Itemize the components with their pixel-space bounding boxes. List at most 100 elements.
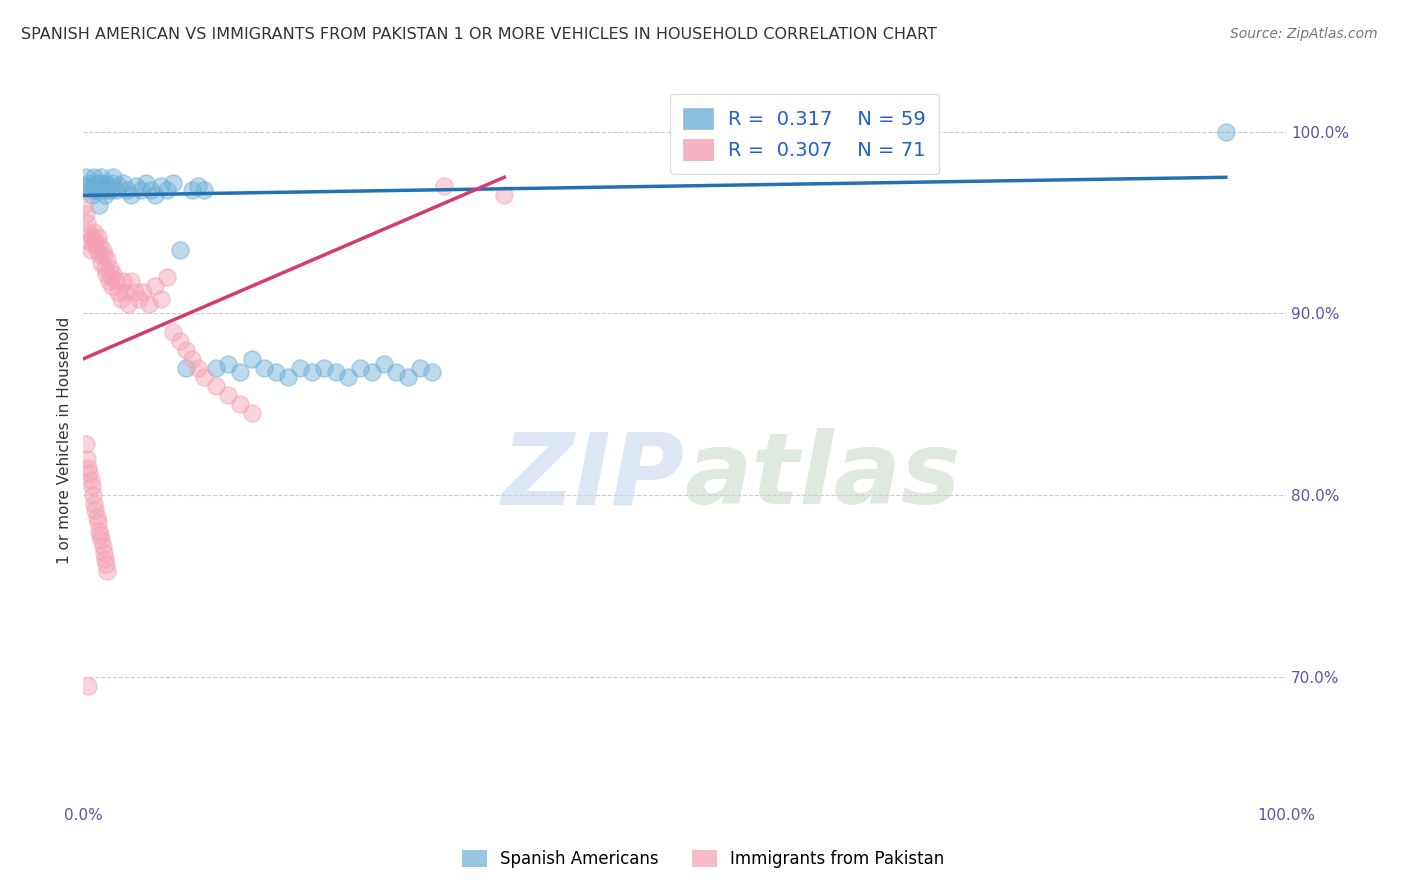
Point <box>87 237 110 252</box>
Point <box>79 234 101 248</box>
Point <box>90 170 112 185</box>
Point <box>97 274 120 288</box>
Point <box>150 179 173 194</box>
Point <box>82 488 104 502</box>
Point <box>91 539 114 553</box>
Point <box>98 183 121 197</box>
Point <box>312 360 335 375</box>
Point <box>114 285 136 299</box>
Point <box>409 360 432 375</box>
Point <box>264 365 287 379</box>
Point <box>82 237 104 252</box>
Point <box>91 243 114 257</box>
Point <box>240 351 263 366</box>
Point <box>80 230 103 244</box>
Point <box>75 206 97 220</box>
Point <box>162 176 184 190</box>
Point <box>288 360 311 375</box>
Legend: Spanish Americans, Immigrants from Pakistan: Spanish Americans, Immigrants from Pakis… <box>456 843 950 875</box>
Point <box>108 179 131 194</box>
Point <box>187 179 209 194</box>
Point <box>76 179 98 194</box>
Point <box>77 460 100 475</box>
Point <box>73 197 96 211</box>
Point <box>83 497 105 511</box>
Point <box>79 183 101 197</box>
Point <box>228 397 250 411</box>
Point <box>93 546 115 560</box>
Point <box>104 183 127 197</box>
Point <box>80 188 103 202</box>
Point <box>87 230 110 244</box>
Point <box>87 515 110 529</box>
Point <box>385 365 408 379</box>
Point <box>76 216 98 230</box>
Point <box>94 557 117 571</box>
Point <box>156 183 179 197</box>
Point <box>96 564 118 578</box>
Point <box>174 343 197 357</box>
Point <box>228 365 250 379</box>
Point <box>325 365 347 379</box>
Point <box>91 179 114 194</box>
Point <box>301 365 323 379</box>
Point <box>89 248 111 262</box>
Point <box>79 176 101 190</box>
Point <box>169 243 191 257</box>
Point <box>420 365 443 379</box>
Point <box>217 357 239 371</box>
Point <box>79 243 101 257</box>
Point <box>124 285 146 299</box>
Point <box>120 274 142 288</box>
Point <box>361 365 384 379</box>
Point <box>93 248 115 262</box>
Point <box>76 451 98 466</box>
Point <box>94 261 117 276</box>
Point <box>174 360 197 375</box>
Point <box>240 406 263 420</box>
Point <box>79 474 101 488</box>
Point <box>104 274 127 288</box>
Point <box>117 297 139 311</box>
Point <box>129 183 152 197</box>
Point <box>77 679 100 693</box>
Point <box>132 285 155 299</box>
Point <box>86 509 108 524</box>
Point <box>253 360 276 375</box>
Point <box>83 170 105 185</box>
Point <box>150 292 173 306</box>
Point <box>96 252 118 266</box>
Y-axis label: 1 or more Vehicles in Household: 1 or more Vehicles in Household <box>58 317 72 564</box>
Point <box>89 528 111 542</box>
Point <box>89 176 111 190</box>
Point <box>77 225 100 239</box>
Point <box>90 255 112 269</box>
Point <box>120 188 142 202</box>
Point <box>94 267 117 281</box>
Point <box>156 270 179 285</box>
Point <box>349 360 371 375</box>
Point <box>115 183 138 197</box>
Point <box>94 176 117 190</box>
Point <box>204 360 226 375</box>
Point <box>135 176 157 190</box>
Point <box>107 285 129 299</box>
Point <box>84 502 107 516</box>
Text: SPANISH AMERICAN VS IMMIGRANTS FROM PAKISTAN 1 OR MORE VEHICLES IN HOUSEHOLD COR: SPANISH AMERICAN VS IMMIGRANTS FROM PAKI… <box>21 27 936 42</box>
Point <box>84 234 107 248</box>
Point <box>94 188 117 202</box>
Point <box>494 188 516 202</box>
Point <box>128 292 150 306</box>
Point <box>82 179 104 194</box>
Point <box>193 183 215 197</box>
Point <box>96 179 118 194</box>
Point <box>84 183 107 197</box>
Point <box>217 388 239 402</box>
Point <box>75 437 97 451</box>
Point <box>204 379 226 393</box>
Point <box>90 533 112 548</box>
Point <box>193 370 215 384</box>
Point <box>169 334 191 348</box>
Point <box>94 551 117 566</box>
Point <box>87 197 110 211</box>
